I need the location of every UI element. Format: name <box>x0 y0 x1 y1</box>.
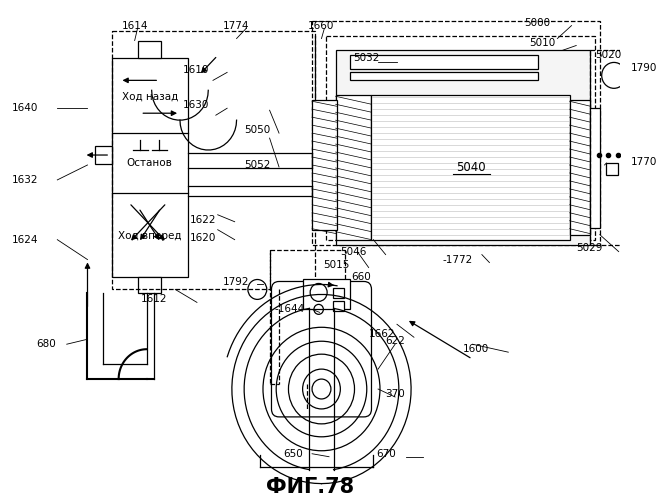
Text: 5052: 5052 <box>244 160 270 170</box>
Text: 670: 670 <box>376 448 396 458</box>
Text: 5029: 5029 <box>576 242 603 252</box>
Text: ФИГ.78: ФИГ.78 <box>266 476 354 496</box>
Text: 1612: 1612 <box>140 294 167 304</box>
Bar <box>590 50 623 244</box>
Bar <box>270 250 345 384</box>
Bar <box>138 40 161 58</box>
Text: 1640: 1640 <box>12 103 39 113</box>
Text: 5010: 5010 <box>529 38 556 48</box>
Text: 5046: 5046 <box>340 246 367 256</box>
Bar <box>606 163 618 175</box>
Text: 1770: 1770 <box>631 157 656 167</box>
Text: 1614: 1614 <box>121 20 148 30</box>
Text: 680: 680 <box>37 339 56 349</box>
Text: 1790: 1790 <box>631 64 656 74</box>
Bar <box>95 146 112 164</box>
Text: 1610: 1610 <box>183 66 209 76</box>
Text: 5015: 5015 <box>323 260 350 270</box>
Bar <box>138 278 161 293</box>
Bar <box>112 58 188 278</box>
Text: 1632: 1632 <box>12 175 39 185</box>
Text: 1624: 1624 <box>12 234 39 244</box>
Text: 622: 622 <box>386 336 405 346</box>
Text: 5020: 5020 <box>595 50 621 60</box>
Bar <box>312 100 337 230</box>
Text: 650: 650 <box>284 448 304 458</box>
Bar <box>350 56 539 70</box>
Bar <box>590 108 600 228</box>
Text: Ход назад: Ход назад <box>121 92 178 102</box>
Text: 1600: 1600 <box>463 344 489 354</box>
Bar <box>312 20 600 244</box>
Text: 1622: 1622 <box>190 214 216 224</box>
Text: 1792: 1792 <box>222 278 249 287</box>
Text: 5032: 5032 <box>354 54 380 64</box>
Bar <box>336 96 371 240</box>
Text: 1660: 1660 <box>307 20 334 30</box>
Text: -1772: -1772 <box>442 254 472 264</box>
Text: -1644: -1644 <box>274 304 304 314</box>
Text: 5040: 5040 <box>456 162 485 174</box>
Text: Ход вперед: Ход вперед <box>118 230 182 240</box>
Text: 5000: 5000 <box>524 18 550 28</box>
Bar <box>302 280 350 310</box>
FancyBboxPatch shape <box>272 282 371 417</box>
Bar <box>326 36 595 240</box>
Bar <box>371 96 569 240</box>
Text: 1662: 1662 <box>369 330 395 340</box>
Bar <box>336 50 590 244</box>
Text: 370: 370 <box>386 389 405 399</box>
Bar <box>112 30 315 290</box>
Text: 5050: 5050 <box>244 125 270 135</box>
Bar <box>350 72 539 80</box>
Text: 1620: 1620 <box>190 232 216 242</box>
Bar <box>333 288 344 298</box>
Text: 1774: 1774 <box>222 20 249 30</box>
Text: 660: 660 <box>352 272 371 282</box>
Text: Останов: Останов <box>127 158 173 168</box>
Text: 1630: 1630 <box>183 100 209 110</box>
Bar <box>569 100 590 234</box>
Bar <box>333 302 344 312</box>
